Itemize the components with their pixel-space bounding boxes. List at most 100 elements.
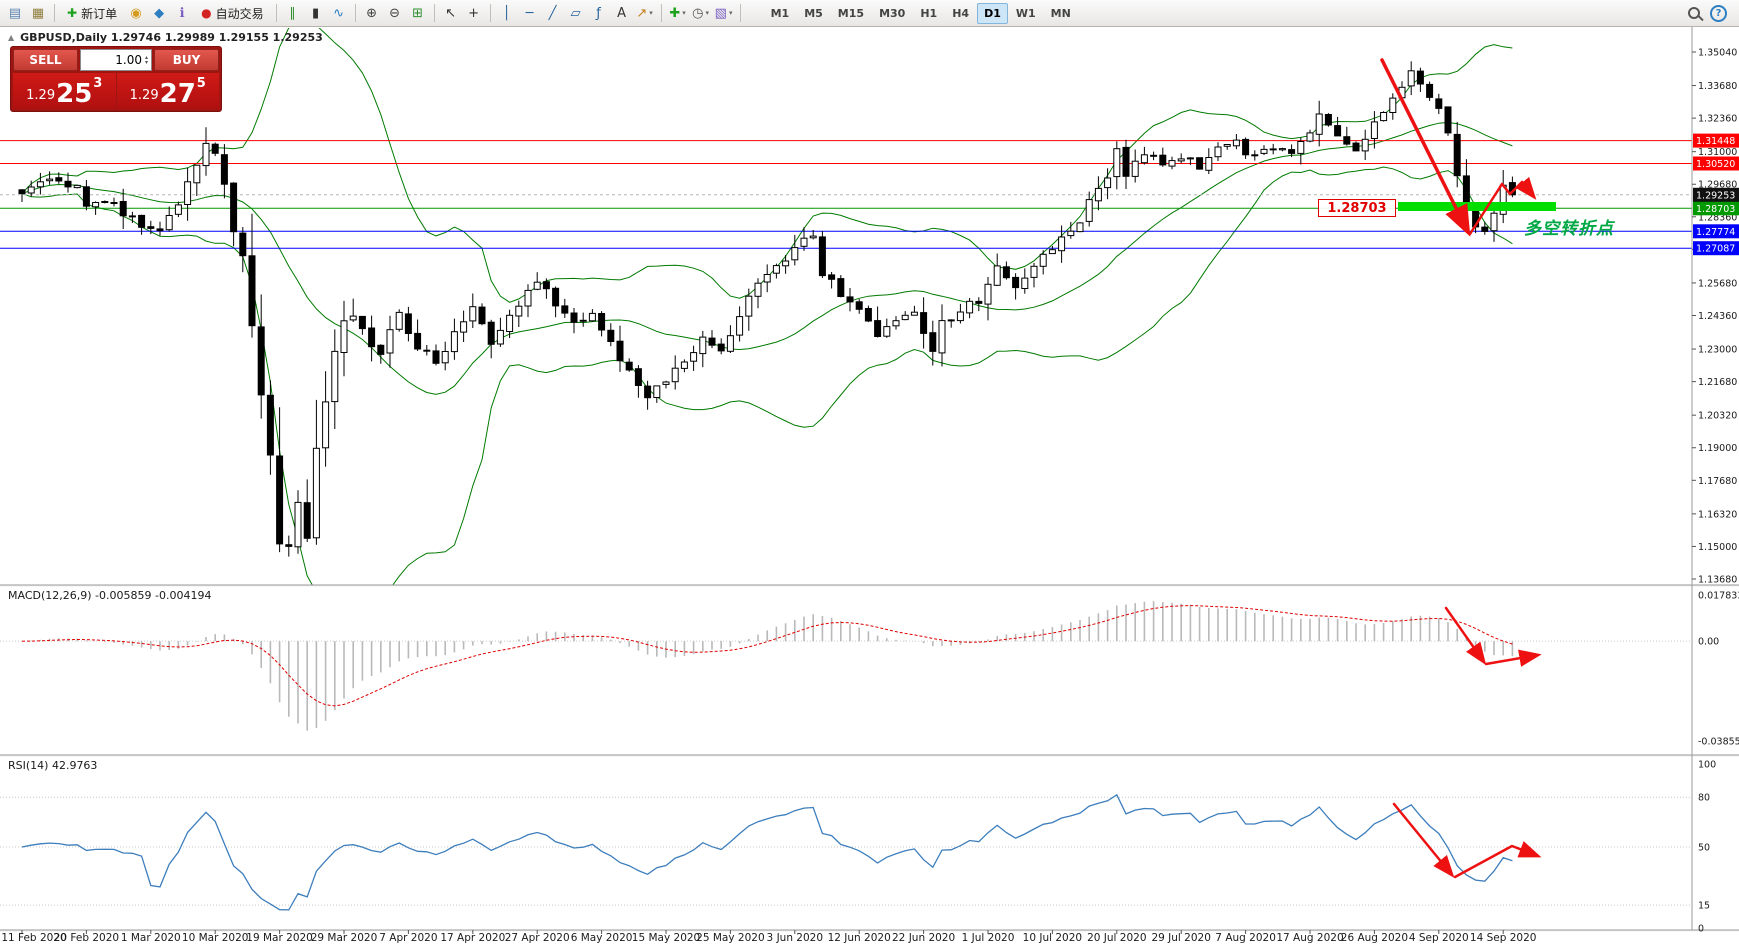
price-scale-label: 1.17680 [1698, 476, 1737, 487]
time-scale-label: 10 Mar 2020 [182, 932, 249, 944]
bollinger-middle-band [21, 121, 1513, 395]
macd-histogram [30, 601, 1514, 731]
timeframe-h4[interactable]: H4 [952, 6, 970, 20]
indicators-icon[interactable]: ✚ ▾ [669, 5, 686, 21]
vertical-line-icon[interactable]: │ [502, 5, 511, 21]
current-price-tag-label: 1.29253 [1696, 190, 1735, 201]
time-scale-label: 11 Feb 2020 [1, 932, 66, 944]
candles-mode-icon[interactable]: ▮ [312, 5, 320, 21]
sell-button[interactable]: SELL [13, 49, 78, 71]
candles [18, 61, 1516, 557]
timeframe-d1[interactable]: D1 [977, 2, 1008, 24]
timeframe-m1[interactable]: M1 [770, 6, 790, 20]
new-chart-icon[interactable]: ▤ [8, 5, 22, 21]
tile-windows-icon[interactable]: ⊞ [412, 5, 424, 21]
price-scale-label: 1.29680 [1698, 180, 1737, 191]
trendline-icon[interactable]: ╱ [548, 5, 557, 21]
line-mode-icon[interactable]: ∿ [333, 5, 345, 21]
lot-size-field[interactable]: 1.00 ▴ ▾ [80, 49, 152, 71]
sell-arrow-main[interactable] [1380, 58, 1471, 237]
time-scale-label: 25 May 2020 [696, 932, 764, 944]
buy-price-sup: 5 [196, 76, 206, 91]
timeframe-w1[interactable]: W1 [1015, 6, 1036, 20]
time-scale-label: 27 Apr 2020 [505, 932, 570, 944]
macd-down-arrow[interactable] [1444, 606, 1487, 666]
horizontal-line-icon[interactable]: ─ [525, 5, 534, 21]
time-scale-label: 20 Jul 2020 [1087, 932, 1146, 944]
autotrading-icon: ● [201, 6, 212, 20]
bars-mode-icon[interactable]: ∥ [289, 5, 296, 21]
channel-icon[interactable]: ▱ [570, 5, 581, 21]
price-scale-label: 1.19000 [1698, 443, 1737, 454]
time-scale-label: 26 Aug 2020 [1341, 932, 1408, 944]
time-scale-label: 3 Jun 2020 [767, 932, 823, 944]
profiles-icon[interactable]: ▦ [31, 5, 45, 21]
trade-panel-price-row: 1.29 25 3 1.29 27 5 [13, 73, 219, 109]
autotrading-button[interactable]: ● 自动交易 [194, 2, 271, 24]
sell-price-big: 25 [56, 79, 93, 109]
time-scale-label: 6 May 2020 [571, 932, 633, 944]
new-order-button[interactable]: ✚ 新订单 [60, 2, 124, 24]
price-tag-label: 1.31448 [1696, 136, 1735, 147]
lot-increase-button[interactable]: ▴ [144, 54, 148, 61]
annotation-note-text[interactable]: 多空转折点 [1524, 219, 1614, 239]
price-scale-label: 1.24360 [1698, 311, 1737, 322]
toolbar-separator [660, 4, 662, 22]
price-scale-label: 1.13680 [1698, 575, 1737, 586]
time-scale-label: 1 Jul 2020 [962, 932, 1015, 944]
price-scale[interactable]: 1.35040 1.33680 1.32360 1.31000 1.29680 1.283… [1692, 48, 1739, 935]
price-scale-label: 1.35040 [1698, 48, 1737, 59]
time-scale-label: 17 Aug 2020 [1276, 932, 1343, 944]
macd-flat-arrow[interactable] [1484, 649, 1542, 667]
arrows-tool-icon[interactable]: ↗ ▾ [636, 5, 653, 21]
timeframe-h1[interactable]: H1 [920, 6, 938, 20]
dropdown-arrow-icon: ▾ [728, 9, 733, 17]
lot-decrease-button[interactable]: ▾ [144, 59, 148, 66]
market-icon[interactable]: ◉ [130, 5, 142, 21]
fibonacci-icon[interactable]: ƒ [596, 5, 601, 21]
time-scale-label: 7 Apr 2020 [379, 932, 437, 944]
lot-size-value: 1.00 [115, 53, 142, 67]
macd-scale-label: -0.038559 [1698, 737, 1739, 748]
timeframe-mn[interactable]: MN [1050, 6, 1071, 20]
crosshair-icon[interactable]: + [468, 5, 480, 21]
zoom-in-icon[interactable]: ⊕ [366, 5, 378, 21]
price-tag-label: 1.27774 [1696, 227, 1735, 238]
time-scale-label: 19 Mar 2020 [246, 932, 313, 944]
chart-header: ▲ GBPUSD,Daily 1.29746 1.29989 1.29155 1… [8, 31, 323, 44]
timeframe-m15[interactable]: M15 [837, 6, 865, 20]
timeframe-m5[interactable]: M5 [804, 6, 823, 20]
periods-icon[interactable]: ◷ ▾ [692, 5, 709, 21]
price-scale-label: 1.33680 [1698, 81, 1737, 92]
buy-price-display[interactable]: 1.29 27 5 [116, 73, 219, 109]
timeframe-toolbar: M1 M5 M15 M30 H1 H4 D1 W1 MN [764, 2, 1078, 24]
help-icon[interactable]: ? [1710, 4, 1727, 22]
info-icon[interactable]: ℹ [179, 5, 185, 21]
lot-spinner: ▴ ▾ [144, 54, 148, 66]
rsi-scale-label: 0 [1698, 924, 1704, 935]
toolbar-separator [54, 4, 55, 22]
community-icon[interactable]: ◆ [154, 5, 165, 21]
zoom-out-icon[interactable]: ⊖ [389, 5, 401, 21]
price-scale-label: 1.16320 [1698, 509, 1737, 520]
buy-button[interactable]: BUY [154, 49, 219, 71]
highlight-rect[interactable] [1398, 202, 1556, 211]
timeframe-m30[interactable]: M30 [879, 6, 906, 20]
trade-panel-toggle-icon[interactable]: ▲ [8, 33, 15, 42]
templates-icon[interactable]: ▧ ▾ [714, 5, 733, 21]
level-price-flag[interactable]: 1.28703 [1318, 199, 1396, 217]
rsi-scale-label: 15 [1698, 901, 1710, 912]
dropdown-arrow-icon: ▾ [705, 9, 709, 17]
text-tool-icon[interactable]: A [617, 5, 627, 21]
main-toolbar: ▤ ▦ ✚ 新订单 ◉ ◆ ℹ ● 自动交易 ∥ ▮ ∿ ⊕ ⊖ ⊞ ↖ + │ ─ ╱ ▱ ƒ A ↗ ▾ ✚ ▾ ◷ ▾ ▧ ▾ M1 M5… [0, 0, 1739, 27]
sell-price-display[interactable]: 1.29 25 3 [13, 73, 116, 109]
cursor-icon[interactable]: ↖ [445, 5, 457, 21]
rsi-bounce-arrow[interactable] [1453, 841, 1542, 879]
search-icon[interactable] [1683, 2, 1705, 24]
price-scale-label: 1.32360 [1698, 114, 1737, 125]
rsi-down-arrow[interactable] [1392, 802, 1455, 878]
bounce-arrow-main[interactable] [1468, 176, 1537, 236]
